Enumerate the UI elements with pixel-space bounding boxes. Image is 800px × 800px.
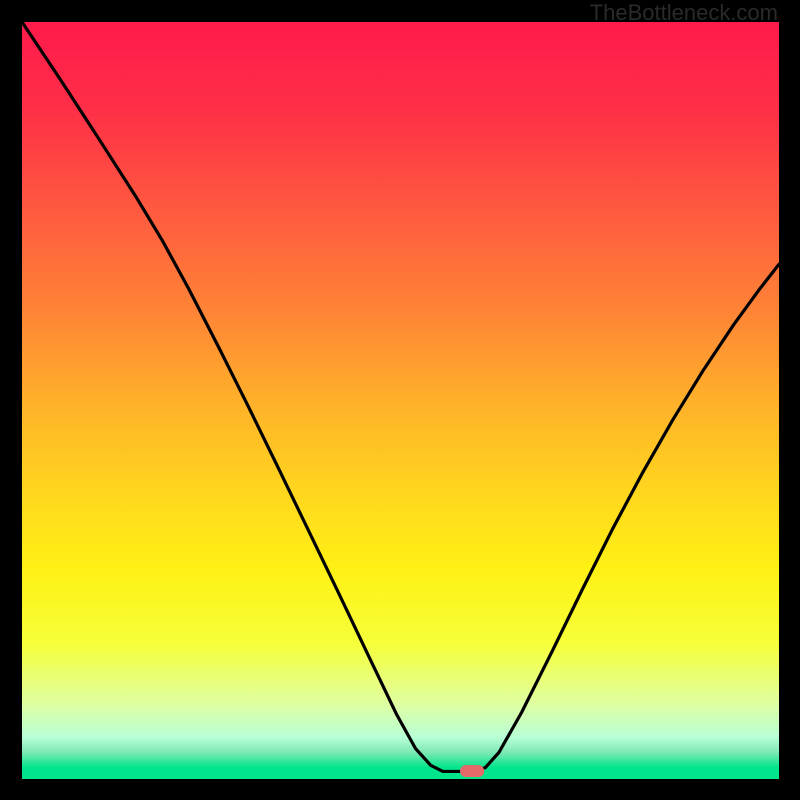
chart-frame: TheBottleneck.com bbox=[0, 0, 800, 800]
bottleneck-curve bbox=[22, 22, 779, 779]
optimal-marker bbox=[460, 765, 484, 777]
plot-area bbox=[22, 22, 779, 779]
